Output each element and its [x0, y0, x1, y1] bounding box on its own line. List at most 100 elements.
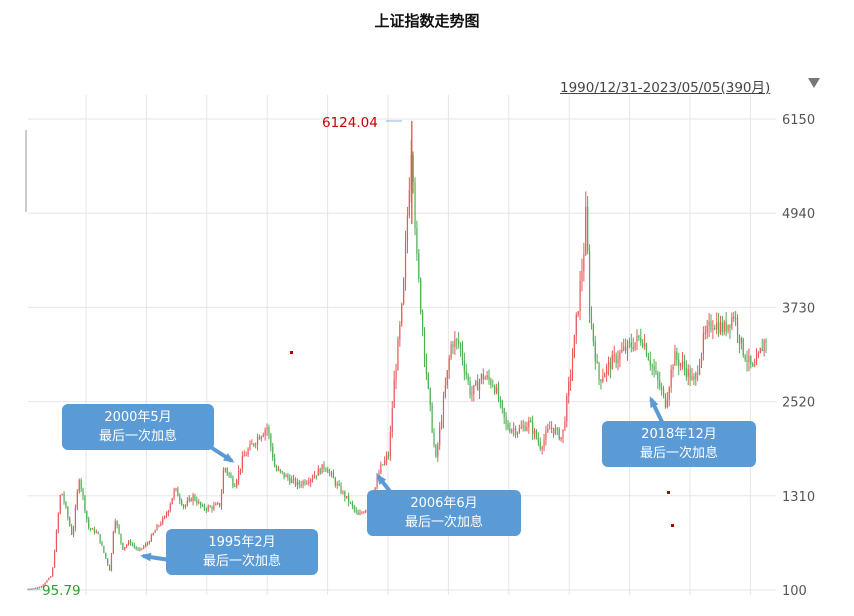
- candle-body: [380, 464, 382, 473]
- candle-body: [310, 479, 312, 483]
- candle-body: [634, 342, 636, 350]
- candle-body: [219, 503, 221, 507]
- candle-body: [704, 332, 706, 334]
- callout-2000-date: 2000年5月: [104, 410, 172, 425]
- candle-body: [129, 541, 132, 545]
- candle-body: [260, 436, 262, 440]
- candle-body: [179, 496, 181, 501]
- candle-body: [662, 389, 665, 395]
- candle-body: [133, 544, 135, 547]
- candle-body: [444, 385, 446, 397]
- candle-body: [581, 270, 583, 281]
- candle-body: [48, 577, 50, 581]
- candle-body: [395, 370, 397, 380]
- candle-body: [158, 525, 160, 527]
- candle-body: [484, 377, 486, 380]
- candle-body: [391, 408, 393, 432]
- candle-body: [340, 485, 342, 493]
- candle-body: [503, 408, 505, 418]
- candle-body: [755, 356, 758, 366]
- candle-body: [40, 586, 42, 588]
- candle-body: [139, 548, 141, 550]
- candle-body: [300, 484, 302, 486]
- candle-body: [475, 381, 477, 386]
- candle-body: [496, 387, 498, 393]
- candle-body: [691, 376, 693, 380]
- candle-body: [131, 544, 133, 546]
- candle-body: [719, 322, 722, 334]
- candle-body: [36, 587, 39, 589]
- candle-body: [148, 541, 151, 544]
- candle-body: [418, 253, 420, 279]
- candle-body: [643, 344, 646, 347]
- candle-body: [685, 367, 687, 377]
- candle-body: [287, 475, 289, 479]
- candle-body: [90, 528, 92, 530]
- candle-body: [448, 358, 450, 371]
- candle-body: [478, 381, 481, 391]
- candle-body: [518, 428, 520, 433]
- candle-body: [463, 360, 465, 372]
- chart-title: 上证指数走势图: [374, 12, 480, 30]
- candle-body: [545, 431, 547, 440]
- candle-body: [141, 548, 143, 550]
- candle-body: [213, 505, 215, 510]
- dropdown-arrow-icon[interactable]: [807, 76, 821, 90]
- candle-body: [636, 335, 638, 343]
- candle-body: [439, 427, 441, 445]
- candle-body: [497, 387, 500, 401]
- candle-body: [744, 355, 746, 361]
- candle-body: [95, 531, 97, 533]
- candle-body: [389, 431, 391, 456]
- candle-body: [315, 475, 317, 477]
- candle-body: [551, 427, 553, 429]
- candle-body: [678, 359, 680, 366]
- candle-body: [587, 206, 589, 252]
- candle-body: [524, 425, 526, 431]
- candle-body: [175, 488, 177, 490]
- candle-body: [530, 420, 532, 423]
- candle-body: [272, 446, 274, 459]
- candle-body: [330, 472, 333, 474]
- candle-body: [188, 498, 190, 501]
- callout-2006-text: 最后一次加息: [404, 515, 483, 530]
- candle-body: [228, 473, 230, 475]
- candle-body: [74, 507, 77, 529]
- candle-body: [461, 347, 464, 361]
- candle-body: [513, 428, 515, 430]
- candle-body: [237, 470, 240, 481]
- candle-body: [514, 428, 517, 435]
- candle-body: [626, 341, 629, 352]
- callout-2006: 2006年6月 最后一次加息: [367, 490, 521, 536]
- candle-body: [564, 421, 566, 430]
- candle-body: [640, 337, 642, 343]
- candle-body: [592, 324, 594, 342]
- candle-body: [241, 456, 243, 469]
- candle-body: [416, 228, 418, 254]
- callout-arrowhead: [649, 396, 659, 408]
- candle-body: [746, 360, 748, 362]
- candle-body: [486, 375, 488, 378]
- date-range-selector[interactable]: 1990/12/31-2023/05/05(390月): [560, 80, 771, 96]
- candle-body: [209, 506, 211, 508]
- candle-body: [763, 340, 765, 352]
- candle-body: [275, 466, 278, 471]
- candle-body: [38, 587, 40, 589]
- candle-body: [490, 379, 492, 386]
- candle-body: [731, 316, 733, 328]
- candle-body: [245, 455, 247, 457]
- candle-body: [571, 357, 574, 376]
- callout-arrowhead: [376, 473, 387, 485]
- candle-body: [621, 349, 623, 353]
- candle-body: [427, 373, 429, 389]
- candle-body: [332, 472, 335, 479]
- candle-body: [181, 500, 183, 505]
- callout-arrowhead: [223, 453, 235, 463]
- candle-body: [469, 380, 471, 396]
- candle-body: [431, 405, 433, 433]
- y-tick-label: 2520: [782, 396, 815, 411]
- candle-body: [645, 344, 648, 356]
- candle-body: [683, 361, 686, 368]
- candle-body: [50, 576, 52, 578]
- candle-body: [91, 528, 94, 530]
